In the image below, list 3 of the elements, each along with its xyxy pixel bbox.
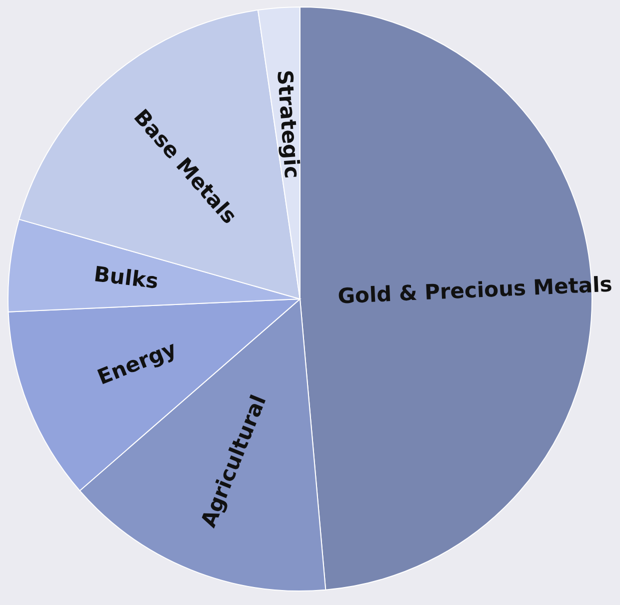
slice-label: Bulks — [92, 262, 160, 294]
slice-label: Strategic — [272, 69, 304, 180]
slice-label: Gold & Precious Metals — [337, 272, 613, 308]
